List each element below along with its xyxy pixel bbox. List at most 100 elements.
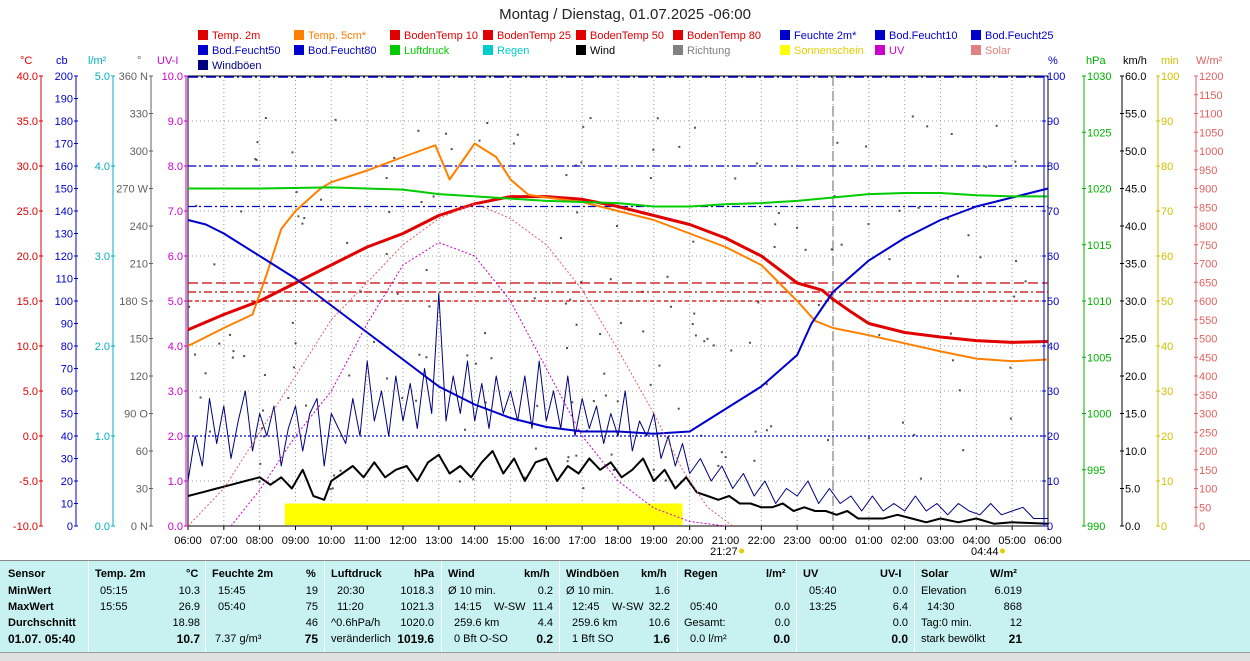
direction-point <box>490 357 493 360</box>
direction-point <box>466 354 469 357</box>
direction-point <box>1014 160 1017 163</box>
direction-point <box>1015 260 1018 263</box>
direction-point <box>796 226 799 229</box>
axis-unit-kmh: km/h <box>1123 55 1147 67</box>
legend-swatch <box>780 45 790 55</box>
direction-point <box>243 355 246 358</box>
axis-tick-label: 270 W <box>116 184 148 196</box>
direction-point <box>693 126 696 129</box>
direction-point <box>320 198 323 201</box>
direction-point <box>748 341 751 344</box>
direction-point <box>428 305 431 308</box>
direction-point <box>865 145 868 148</box>
direction-point <box>474 362 477 365</box>
direction-point <box>287 397 290 400</box>
axis-tick-label: 60.0 <box>1125 71 1146 83</box>
axis-tick-label: 1010 <box>1087 296 1111 308</box>
direction-point <box>1013 295 1016 298</box>
direction-point <box>666 275 669 278</box>
axis-tick-label: 100 <box>1161 71 1179 83</box>
axis-tick-label: 330 <box>130 109 148 121</box>
legend-label: Wind <box>590 45 616 57</box>
direction-point <box>979 256 982 259</box>
axis-tick-label: 750 <box>1199 240 1217 252</box>
axis-tick-label: 170 <box>55 139 73 151</box>
pressure-max-time: 11:20 <box>337 601 364 613</box>
status-bar <box>0 652 1250 661</box>
direction-point <box>472 478 475 481</box>
direction-point <box>616 400 619 403</box>
x-tick-label: 06:00 <box>174 535 202 547</box>
direction-point <box>294 342 297 345</box>
direction-point <box>264 117 267 120</box>
legend-item: Wind <box>576 45 615 58</box>
solar-elevation-label: Elevation <box>921 585 967 597</box>
legend-swatch <box>198 45 208 55</box>
direction-point <box>478 139 481 142</box>
direction-point <box>658 364 661 367</box>
column-divider <box>796 561 797 652</box>
rain-max-time: 05:40 <box>690 601 718 613</box>
solar-max-value: 868 <box>1003 601 1022 613</box>
gust-max-time: 12:45 <box>572 601 600 613</box>
series-line <box>187 450 1049 525</box>
wind-max-value: 11.4 <box>532 601 553 613</box>
pressure-min-time: 20:30 <box>337 585 365 597</box>
gust-distance: 259.6 km <box>572 617 618 629</box>
series-line <box>187 142 1049 363</box>
axis-tick-label: 0 N <box>131 521 148 533</box>
axis-tick-label: 9.0 <box>168 116 183 128</box>
x-tick-label: 09:00 <box>282 535 310 547</box>
direction-point <box>609 278 612 281</box>
axis-unit-cb: cb <box>56 55 68 67</box>
header-pressure: Luftdruck <box>331 568 382 580</box>
x-tick-label: 20:00 <box>676 535 704 547</box>
direction-point <box>418 353 421 356</box>
legend-swatch <box>673 45 683 55</box>
axis-tick-label: 55.0 <box>1125 109 1146 121</box>
axis-tick-label: 70 <box>61 364 73 376</box>
axis-tick-label: 25.0 <box>17 206 38 218</box>
axis-tick-label: 80 <box>1161 161 1173 173</box>
direction-point <box>755 162 758 165</box>
legend-label: Windböen <box>212 60 262 72</box>
direction-point <box>950 133 953 136</box>
x-tick-label: 22:00 <box>748 535 776 547</box>
direction-point <box>580 161 583 164</box>
direction-point <box>329 488 332 491</box>
direction-point <box>575 454 578 457</box>
axis-unit-wm2: W/m² <box>1196 55 1223 67</box>
pressure-forecast: veränderlich <box>331 633 391 645</box>
axis-tick-label: 150 <box>130 334 148 346</box>
legend-swatch <box>390 45 400 55</box>
direction-point <box>486 121 489 124</box>
direction-point <box>693 312 696 315</box>
axis-tick-label: 210 <box>130 259 148 271</box>
direction-point <box>232 350 235 353</box>
axis-tick-label: -10.0 <box>13 521 38 533</box>
direction-point <box>195 204 198 207</box>
axis-tick-label: 80 <box>1047 161 1059 173</box>
direction-point <box>415 399 418 402</box>
column-divider <box>914 561 915 652</box>
direction-point <box>967 234 970 237</box>
axis-tick-label: 10 <box>61 499 73 511</box>
direction-point <box>533 297 536 300</box>
rain-amount: 0.0 l/m² <box>690 633 727 645</box>
axis-tick-label: 1030 <box>1087 71 1111 83</box>
direction-point <box>388 211 391 214</box>
direction-point <box>754 430 757 433</box>
x-tick-label: 23:00 <box>783 535 811 547</box>
header-uv-unit: UV-I <box>880 568 902 580</box>
axis-tick-label: 550 <box>1199 315 1217 327</box>
axis-tick-label: 50.0 <box>1125 146 1146 158</box>
solar-sunshine-label: Tag:0 min. <box>921 617 972 629</box>
direction-point <box>867 437 870 440</box>
axis-tick-label: 50 <box>1161 296 1173 308</box>
direction-point <box>615 224 618 227</box>
series-line <box>188 186 1048 208</box>
axis-tick-label: 4.0 <box>95 161 110 173</box>
humidity-min-value: 19 <box>305 585 318 597</box>
uv-min-value: 0.0 <box>892 585 908 597</box>
direction-point <box>463 428 466 431</box>
